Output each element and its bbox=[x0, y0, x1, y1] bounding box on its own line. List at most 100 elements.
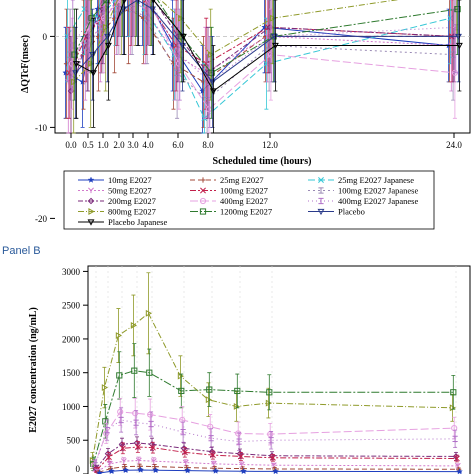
panel-b-point bbox=[117, 408, 124, 415]
panel-b-line-800mg-e2027 bbox=[91, 312, 453, 461]
panel-b-point bbox=[101, 384, 109, 392]
panel-a-series-800mg-e2027 bbox=[71, 0, 459, 134]
panel-b-errorbar bbox=[206, 382, 211, 417]
panel-a-x-tick-label: 6.0 bbox=[172, 140, 184, 150]
panel-b-point bbox=[131, 367, 138, 374]
panel-a-series-placebo bbox=[72, 0, 462, 128]
panel-b-point bbox=[89, 457, 97, 464]
legend-swatch-marker bbox=[87, 197, 95, 205]
panel-a-line-25mg-e2027-japanese bbox=[66, 0, 451, 120]
panel-a-point bbox=[88, 60, 95, 68]
panel-a-x-tick-label: 2.0 bbox=[113, 140, 125, 150]
panel-a-errorbar bbox=[132, 0, 137, 37]
panel-a-point bbox=[271, 42, 279, 50]
panel-b-point bbox=[118, 416, 124, 424]
legend-label: 100mg E2027 Japanese bbox=[338, 186, 418, 196]
panel-b-errorbar bbox=[118, 397, 123, 426]
panel-a-y-axis-label: ΔQTcF(msec) bbox=[20, 35, 31, 93]
panel-a-errorbar bbox=[91, 17, 96, 128]
panel-a-errorbar bbox=[84, 0, 89, 83]
panel-b-point bbox=[212, 467, 220, 474]
panel-b-series-100mg-e2027 bbox=[93, 441, 460, 474]
panel-a-x-tick-label: 4.0 bbox=[142, 140, 154, 150]
legend-swatch-marker bbox=[200, 187, 206, 194]
panel-a-series-placebo-japanese bbox=[72, 0, 463, 134]
panel-a-x-tick-label: 1.0 bbox=[97, 140, 109, 150]
legend-label: 10mg E2027 bbox=[108, 175, 152, 185]
panel-a-point bbox=[129, 0, 132, 3]
panel-a-point bbox=[72, 61, 80, 68]
legend-label: 800mg E2027 bbox=[108, 207, 156, 217]
panel-b-line-25mg-e2027 bbox=[98, 465, 459, 473]
panel-a-errorbar bbox=[151, 0, 156, 55]
panel-b-point bbox=[181, 449, 188, 456]
legend-item-800mg-e2027: 800mg E2027 bbox=[78, 207, 156, 217]
legend-label: 25mg E2027 Japanese bbox=[338, 175, 414, 185]
panel-b-point bbox=[456, 468, 464, 474]
panel-b-point bbox=[208, 435, 214, 442]
panel-a-point bbox=[454, 6, 461, 13]
panel-b-point bbox=[148, 420, 154, 428]
panel-a-point bbox=[151, 0, 156, 4]
panel-a-errorbar bbox=[180, 0, 185, 92]
panel-a-series-25mg-e2027 bbox=[63, 0, 453, 128]
panel-a-errorbar bbox=[268, 0, 272, 74]
panel-b-errorbar bbox=[207, 372, 212, 407]
panel-a-point bbox=[208, 69, 215, 76]
panel-b-point bbox=[130, 321, 138, 329]
legend-swatch-marker bbox=[318, 177, 324, 183]
panel-a-errorbar bbox=[210, 36, 215, 128]
panel-b-label: Panel B bbox=[2, 245, 41, 257]
legend-label: 200mg E2027 bbox=[108, 196, 156, 206]
panel-b-errorbar bbox=[266, 387, 271, 419]
legend-swatch-marker bbox=[200, 177, 206, 183]
panel-b-errorbar bbox=[267, 374, 272, 411]
panel-a-errorbar bbox=[206, 26, 210, 119]
legend-item-100mg-e2027-japanese: 100mg E2027 Japanese bbox=[308, 186, 418, 196]
panel-b-point bbox=[96, 469, 104, 474]
panel-b-y-tick-label: 2000 bbox=[62, 334, 81, 344]
panel-b-y-axis-label: E2027 concentration (ng/mL) bbox=[28, 307, 39, 433]
panel-a-errorbar bbox=[127, 0, 132, 37]
legend-swatch-marker bbox=[87, 219, 95, 226]
panel-a-x-tick-label: 12.0 bbox=[262, 140, 278, 150]
panel-a-x-tick-label: 0.0 bbox=[65, 140, 77, 150]
panel-b-point bbox=[180, 429, 186, 436]
panel-a-point bbox=[179, 33, 187, 41]
panel-b-point bbox=[133, 419, 139, 426]
panel-b-point bbox=[104, 427, 110, 434]
panel-b-point bbox=[236, 450, 244, 458]
panel-b-point bbox=[145, 309, 153, 317]
panel-b-point bbox=[150, 458, 157, 464]
panel-a-y-tick-label: -20 bbox=[35, 214, 47, 224]
panel-b-point bbox=[210, 460, 217, 467]
panel-b-point bbox=[108, 467, 116, 474]
panel-a-errorbar bbox=[136, 0, 141, 46]
legend-label: 50mg E2027 bbox=[108, 186, 152, 196]
panel-a-point bbox=[79, 78, 87, 85]
panel-b-point bbox=[149, 444, 156, 451]
panel-b-errorbar bbox=[147, 348, 152, 397]
panel-a-errorbar bbox=[176, 0, 180, 83]
panel-b-errorbar bbox=[236, 421, 241, 446]
panel-b-errorbar bbox=[133, 397, 138, 429]
panel-a-line-placebo-japanese bbox=[76, 0, 460, 92]
panel-a-point bbox=[208, 51, 215, 59]
panel-b-point bbox=[146, 369, 153, 376]
panel-a-line-100mg-e2027-japanese bbox=[69, 8, 454, 101]
panel-a-errorbar bbox=[268, 8, 273, 101]
panel-a-point bbox=[270, 14, 277, 22]
panel-a-point bbox=[122, 0, 127, 4]
panel-b-point bbox=[234, 387, 241, 395]
panel-a-line-400mg-e2027-japanese bbox=[72, 0, 456, 83]
legend-swatch-marker bbox=[318, 187, 324, 194]
panel-b-point bbox=[182, 459, 189, 466]
panel-b-point bbox=[119, 445, 126, 452]
panel-b-point bbox=[266, 389, 273, 396]
panel-a-x-tick-label: 8.0 bbox=[202, 140, 214, 150]
panel-b-point bbox=[122, 466, 130, 474]
panel-a-errorbar bbox=[453, 0, 458, 74]
legend-label: 1200mg E2027 bbox=[220, 207, 272, 217]
legend-item-100mg-e2027: 100mg E2027 bbox=[190, 186, 268, 196]
